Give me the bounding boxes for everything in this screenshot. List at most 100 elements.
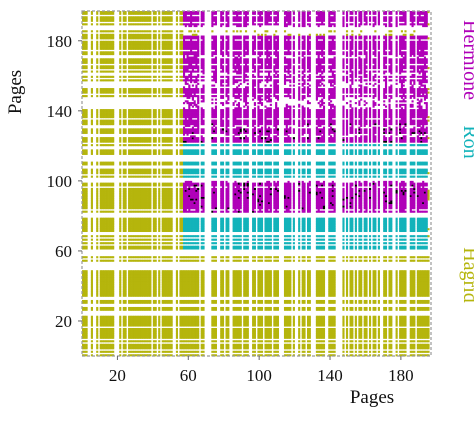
heatmap-cell (388, 345, 391, 348)
heatmap-cell (257, 345, 260, 348)
heatmap-cell (413, 299, 416, 303)
heatmap-cell (82, 343, 85, 346)
heatmap-cell (105, 315, 108, 318)
heatmap-cell (257, 350, 260, 353)
heatmap-cell (225, 343, 228, 346)
heatmap-cell (145, 308, 148, 311)
heatmap-cell (145, 282, 148, 285)
heatmap-cell (298, 319, 301, 322)
heatmap-cell (358, 280, 361, 283)
heatmap-cell (285, 299, 288, 303)
heatmap-cell (283, 289, 287, 292)
heatmap-cell (220, 259, 223, 262)
heatmap-cell (363, 291, 366, 294)
heatmap-cell (409, 317, 412, 320)
heatmap-cell (112, 315, 115, 318)
heatmap-cell (168, 270, 171, 273)
heatmap-cell (211, 285, 214, 289)
heatmap-cell (184, 340, 187, 343)
heatmap-cell (253, 317, 256, 320)
heatmap-cell (260, 282, 264, 285)
heatmap-cell (142, 315, 145, 318)
heatmap-cell (182, 280, 186, 283)
heatmap-cell (252, 331, 255, 334)
heatmap-cell (181, 322, 184, 325)
heatmap-cell (363, 322, 366, 325)
heatmap-cell (106, 306, 109, 310)
heatmap-cell (354, 329, 357, 332)
heatmap-cell (276, 291, 279, 294)
heatmap-cell (298, 270, 301, 273)
heatmap-cell (236, 324, 239, 327)
heatmap-cell (374, 287, 377, 290)
heatmap-cell (358, 273, 361, 276)
heatmap-cell (420, 320, 423, 324)
heatmap-cell (409, 315, 412, 318)
heatmap-cell (128, 278, 131, 282)
heatmap-cell (82, 256, 85, 259)
heatmap-cell (402, 327, 405, 331)
heatmap-cell (315, 277, 318, 280)
heatmap-cell (213, 336, 216, 339)
heatmap-cell (402, 340, 405, 343)
heatmap-cell (168, 301, 171, 304)
heatmap-cell (112, 306, 115, 310)
heatmap-cell (147, 336, 150, 339)
heatmap-cell (259, 322, 262, 325)
heatmap-cell (131, 289, 134, 292)
heatmap-cell (363, 343, 366, 346)
heatmap-cell (220, 284, 223, 287)
heatmap-cell (404, 282, 407, 285)
heatmap-cell (124, 259, 127, 262)
heatmap-cell (175, 333, 179, 336)
heatmap-cell (388, 306, 391, 310)
heatmap-cell (266, 278, 269, 282)
heatmap-cell (236, 284, 239, 287)
heatmap-cell (175, 282, 179, 285)
heatmap-cell (200, 319, 203, 322)
heatmap-cell (422, 287, 425, 290)
heatmap-cell (321, 277, 324, 280)
heatmap-cell (184, 317, 187, 320)
heatmap-cell (133, 354, 136, 357)
heatmap-cell (99, 294, 102, 297)
heatmap-cell (264, 294, 267, 297)
heatmap-cell (390, 345, 393, 348)
heatmap-cell (186, 350, 189, 353)
heatmap-cell (103, 347, 106, 350)
heatmap-cell (83, 350, 86, 353)
heatmap-cell (383, 299, 386, 303)
heatmap-cell (301, 292, 304, 296)
heatmap-cell (420, 282, 423, 285)
heatmap-cell (175, 322, 179, 325)
heatmap-cell (349, 345, 352, 348)
heatmap-cell (202, 256, 205, 259)
heatmap-cell (110, 289, 113, 292)
heatmap-cell (154, 354, 157, 357)
heatmap-cell (269, 317, 272, 320)
heatmap-cell (213, 345, 216, 348)
heatmap-cell (252, 336, 255, 339)
heatmap-cell (354, 259, 357, 262)
heatmap-cell (422, 277, 425, 280)
heatmap-cell (232, 275, 235, 278)
heatmap-cell (404, 334, 407, 338)
heatmap-cell (253, 291, 256, 294)
heatmap-cell (283, 315, 287, 318)
heatmap-cell (321, 333, 324, 336)
heatmap-cell (239, 287, 242, 290)
heatmap-cell (301, 333, 304, 336)
heatmap-cell (237, 350, 241, 353)
heatmap-cell (276, 354, 279, 357)
heatmap-cell (175, 319, 179, 322)
heatmap-cell (193, 345, 196, 348)
heatmap-cell (363, 278, 366, 282)
heatmap-cell (154, 280, 157, 283)
heatmap-cell (331, 336, 334, 339)
heatmap-cell (108, 317, 111, 320)
heatmap-cell (276, 285, 279, 289)
heatmap-cell (285, 315, 288, 318)
heatmap-cell (221, 320, 225, 324)
heatmap-cell (358, 324, 361, 327)
heatmap-cell (420, 343, 423, 346)
